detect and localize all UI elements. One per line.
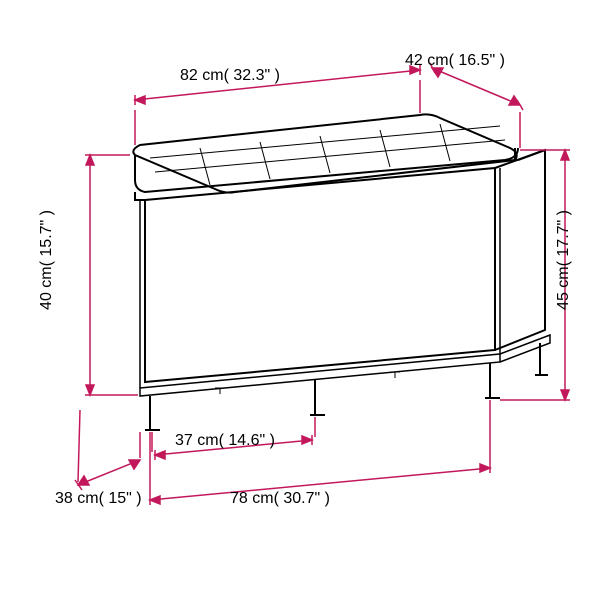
label-bottom-inner: 37 cm( 14.6" ) <box>175 432 275 450</box>
label-top-width: 82 cm( 32.3" ) <box>180 67 280 85</box>
label-bottom-outer: 78 cm( 30.7" ) <box>230 490 330 508</box>
label-left-depth: 38 cm( 15" ) <box>55 490 142 508</box>
bench-drawing <box>0 0 600 600</box>
diagram-canvas: 82 cm( 32.3" ) 42 cm( 16.5" ) 40 cm( 15.… <box>0 0 600 600</box>
label-right-height: 45 cm( 17.7" ) <box>555 210 573 310</box>
label-top-depth: 42 cm( 16.5" ) <box>405 52 505 70</box>
label-left-height: 40 cm( 15.7" ) <box>38 210 56 310</box>
